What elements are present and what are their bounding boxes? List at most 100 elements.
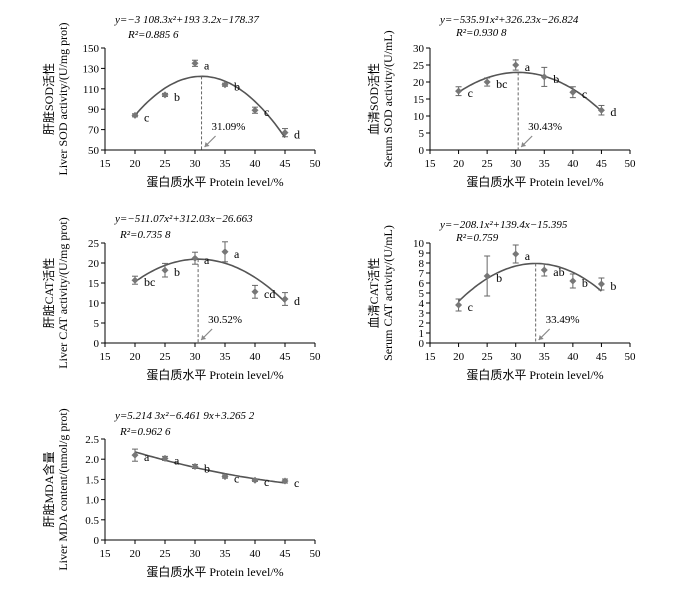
x-tick-label: 25 — [160, 158, 172, 170]
data-point — [221, 248, 229, 256]
x-tick-label: 30 — [510, 351, 522, 363]
x-axis-label: 蛋白质水平 Protein level/% — [146, 174, 283, 189]
chart-2: 0 5 10 15 20 25 30 15 20 25 30 35 40 45 50 蛋白质水平 Protei… — [367, 14, 636, 189]
x-tick-label: 15 — [100, 548, 112, 560]
significance-letter: a — [174, 453, 180, 467]
y-tick-label: 20 — [413, 77, 425, 89]
fit-curve — [134, 258, 286, 303]
fit-curve — [458, 262, 602, 302]
x-tick-label: 30 — [190, 158, 202, 170]
y-tick-label: 5 — [419, 128, 425, 140]
significance-letter: c — [468, 300, 473, 314]
y-tick-label: 9 — [419, 248, 425, 260]
y-axis-label-en: Serum SOD activity/(U/mL) — [381, 30, 395, 167]
y-tick-label: 70 — [88, 125, 100, 137]
x-tick-label: 50 — [625, 351, 637, 363]
data-point — [281, 129, 289, 137]
fit-curve — [458, 71, 602, 112]
significance-letter: b — [553, 72, 559, 86]
y-tick-label: 3 — [419, 308, 425, 320]
x-tick-label: 35 — [220, 351, 232, 363]
y-axis-label-cn: 肝脏SOD活性 — [41, 63, 56, 135]
data-point — [569, 88, 577, 96]
x-tick-label: 50 — [625, 158, 637, 170]
y-tick-label: 25 — [413, 60, 425, 72]
y-tick-label: 10 — [88, 298, 100, 310]
optimum-label: 30.43% — [528, 121, 562, 133]
significance-letter: c — [234, 472, 239, 486]
data-point — [191, 59, 199, 67]
significance-letter: bc — [144, 275, 155, 289]
y-tick-label: 0 — [419, 338, 425, 350]
fit-equation: y=−511.07x²+312.03x−26.663 — [114, 213, 253, 225]
significance-letter: c — [144, 110, 149, 124]
x-tick-label: 20 — [453, 158, 465, 170]
significance-letter: d — [294, 128, 300, 142]
x-tick-label: 30 — [190, 351, 202, 363]
data-point — [455, 87, 463, 95]
y-tick-label: 1.5 — [85, 474, 99, 486]
x-tick-label: 15 — [100, 351, 112, 363]
x-tick-label: 45 — [280, 158, 292, 170]
y-axis-label-en: Liver CAT activity/(U/mg prot) — [56, 217, 70, 368]
y-tick-label: 15 — [88, 278, 100, 290]
significance-letter: b — [174, 90, 180, 104]
y-tick-label: 8 — [419, 258, 425, 270]
x-tick-label: 40 — [250, 158, 262, 170]
optimum-label: 33.49% — [546, 314, 580, 326]
significance-letter: a — [204, 58, 210, 72]
data-point — [483, 78, 491, 86]
significance-letter: ab — [553, 265, 564, 279]
x-tick-label: 25 — [160, 548, 172, 560]
data-point — [281, 477, 289, 485]
y-tick-label: 20 — [88, 258, 100, 270]
x-tick-label: 20 — [130, 548, 142, 560]
x-tick-label: 40 — [250, 548, 262, 560]
optimum-label: 30.52% — [208, 314, 242, 326]
x-tick-label: 40 — [567, 351, 579, 363]
x-axis-label: 蛋白质水平 Protein level/% — [466, 174, 603, 189]
r-squared: R²=0.930 8 — [455, 27, 507, 39]
x-tick-label: 45 — [280, 351, 292, 363]
significance-letter: b — [234, 80, 240, 94]
r-squared: R²=0.759 — [455, 232, 499, 244]
x-tick-label: 20 — [453, 351, 465, 363]
x-tick-label: 25 — [160, 351, 172, 363]
y-axis-label-cn: 血清SOD活性 — [367, 63, 381, 135]
y-tick-label: 0.5 — [85, 515, 99, 527]
significance-letter: c — [582, 87, 587, 101]
r-squared: R²=0.885 6 — [127, 29, 179, 41]
y-axis-label-en: Serum CAT activity/(U/mL) — [381, 225, 395, 361]
x-tick-label: 30 — [510, 158, 522, 170]
data-point — [191, 462, 199, 470]
y-tick-label: 0 — [94, 338, 100, 350]
x-tick-label: 50 — [310, 548, 322, 560]
x-tick-label: 50 — [310, 158, 322, 170]
significance-letter: d — [294, 294, 300, 308]
y-tick-label: 110 — [83, 84, 100, 96]
data-point — [251, 288, 259, 296]
x-tick-label: 35 — [220, 548, 232, 560]
chart-5: 0 0.5 1.0 1.5 2.0 2.5 15 20 25 30 35 40 45 50 蛋白质水平 Pr… — [41, 408, 321, 579]
y-axis-label-cn: 肝脏CAT活性 — [41, 258, 56, 329]
data-point — [512, 250, 520, 258]
x-tick-label: 15 — [425, 158, 437, 170]
significance-letter: c — [264, 475, 269, 489]
optimum-label: 31.09% — [212, 121, 246, 133]
data-point — [161, 266, 169, 274]
y-tick-label: 5 — [419, 288, 425, 300]
y-tick-label: 2.0 — [85, 454, 99, 466]
y-tick-label: 150 — [83, 43, 100, 55]
optimum-arrowhead — [521, 142, 527, 147]
data-point — [131, 276, 139, 284]
significance-letter: c — [294, 476, 299, 490]
significance-letter: a — [525, 60, 531, 74]
significance-letter: c — [264, 105, 269, 119]
data-point — [483, 272, 491, 280]
significance-letter: b — [496, 271, 502, 285]
y-tick-label: 1.0 — [85, 495, 99, 507]
x-tick-label: 45 — [596, 158, 608, 170]
data-point — [251, 106, 259, 114]
